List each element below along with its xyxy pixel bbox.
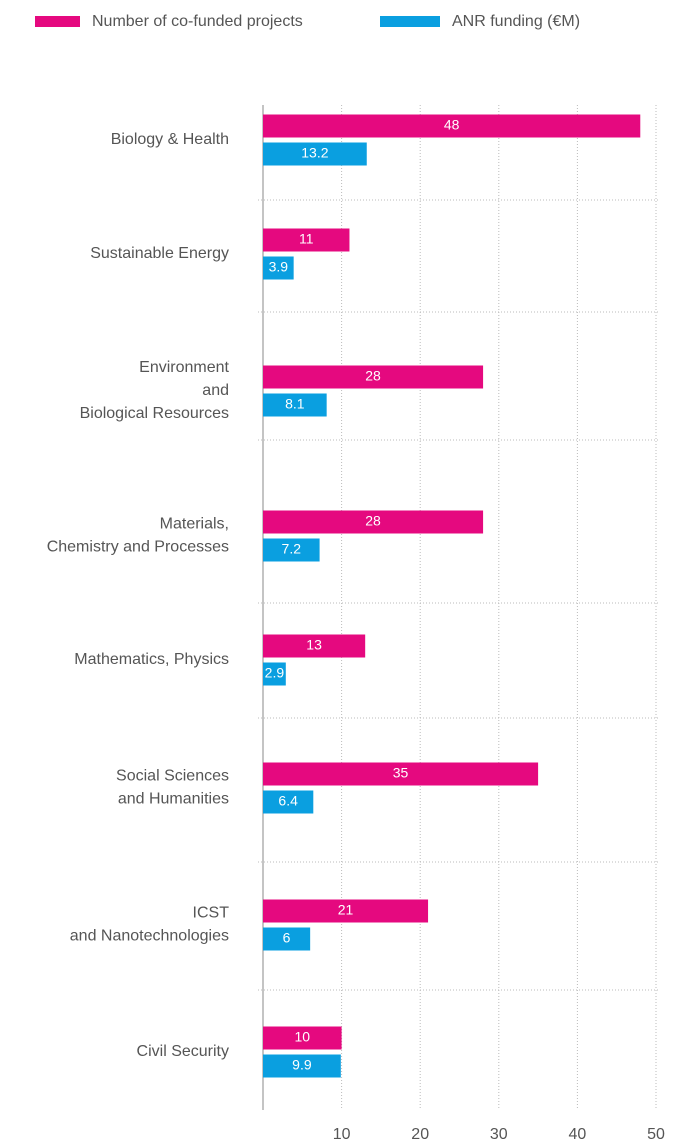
bar <box>263 228 350 252</box>
data-label: 2.9 <box>265 665 285 681</box>
bar <box>263 256 294 280</box>
data-label: 6.4 <box>278 793 298 809</box>
bar <box>263 1054 341 1078</box>
data-label: 13.2 <box>301 145 328 161</box>
x-tick-label: 40 <box>569 1126 587 1143</box>
category-label: and Humanities <box>118 791 229 808</box>
x-tick-label: 10 <box>333 1126 351 1143</box>
data-label: 21 <box>338 902 354 918</box>
bar <box>263 365 484 389</box>
data-label: 28 <box>365 513 381 529</box>
legend-swatch <box>380 16 440 27</box>
category-label: Biology & Health <box>111 131 229 148</box>
data-label: 11 <box>299 231 314 247</box>
category-label: Materials, <box>160 516 229 533</box>
legend-label: Number of co-funded projects <box>92 13 303 30</box>
data-label: 8.1 <box>285 396 305 412</box>
x-tick-label: 30 <box>490 1126 508 1143</box>
bar <box>263 662 286 686</box>
bar <box>263 634 366 658</box>
bar <box>263 927 311 951</box>
category-label: Environment <box>139 359 229 376</box>
category-label: Sustainable Energy <box>90 245 229 262</box>
data-label: 3.9 <box>269 259 289 275</box>
category-label: Social Sciences <box>116 768 229 785</box>
bar <box>263 790 314 814</box>
legend-swatch <box>35 16 80 27</box>
data-label: 48 <box>444 117 460 133</box>
data-label: 10 <box>295 1029 311 1045</box>
data-label: 6 <box>283 930 291 946</box>
data-label: 9.9 <box>292 1057 312 1073</box>
x-tick-label: 20 <box>411 1126 429 1143</box>
category-label: Biological Resources <box>80 405 229 422</box>
legend-label: ANR funding (€M) <box>452 13 580 30</box>
category-label: Civil Security <box>137 1043 229 1060</box>
bar <box>263 538 320 562</box>
bar <box>263 142 367 166</box>
x-tick-label: 50 <box>647 1126 665 1143</box>
bar <box>263 114 641 138</box>
data-label: 35 <box>393 765 409 781</box>
bar <box>263 1026 342 1050</box>
category-label: Mathematics, Physics <box>74 651 229 668</box>
bar <box>263 899 429 923</box>
data-label: 7.2 <box>282 541 302 557</box>
category-label: Chemistry and Processes <box>47 539 229 556</box>
bar <box>263 510 484 534</box>
data-label: 13 <box>306 637 322 653</box>
category-label: and Nanotechnologies <box>70 928 229 945</box>
category-label: and <box>202 382 229 399</box>
bar <box>263 762 539 786</box>
bar <box>263 393 327 417</box>
category-label: ICST <box>193 905 230 922</box>
data-label: 28 <box>365 368 381 384</box>
